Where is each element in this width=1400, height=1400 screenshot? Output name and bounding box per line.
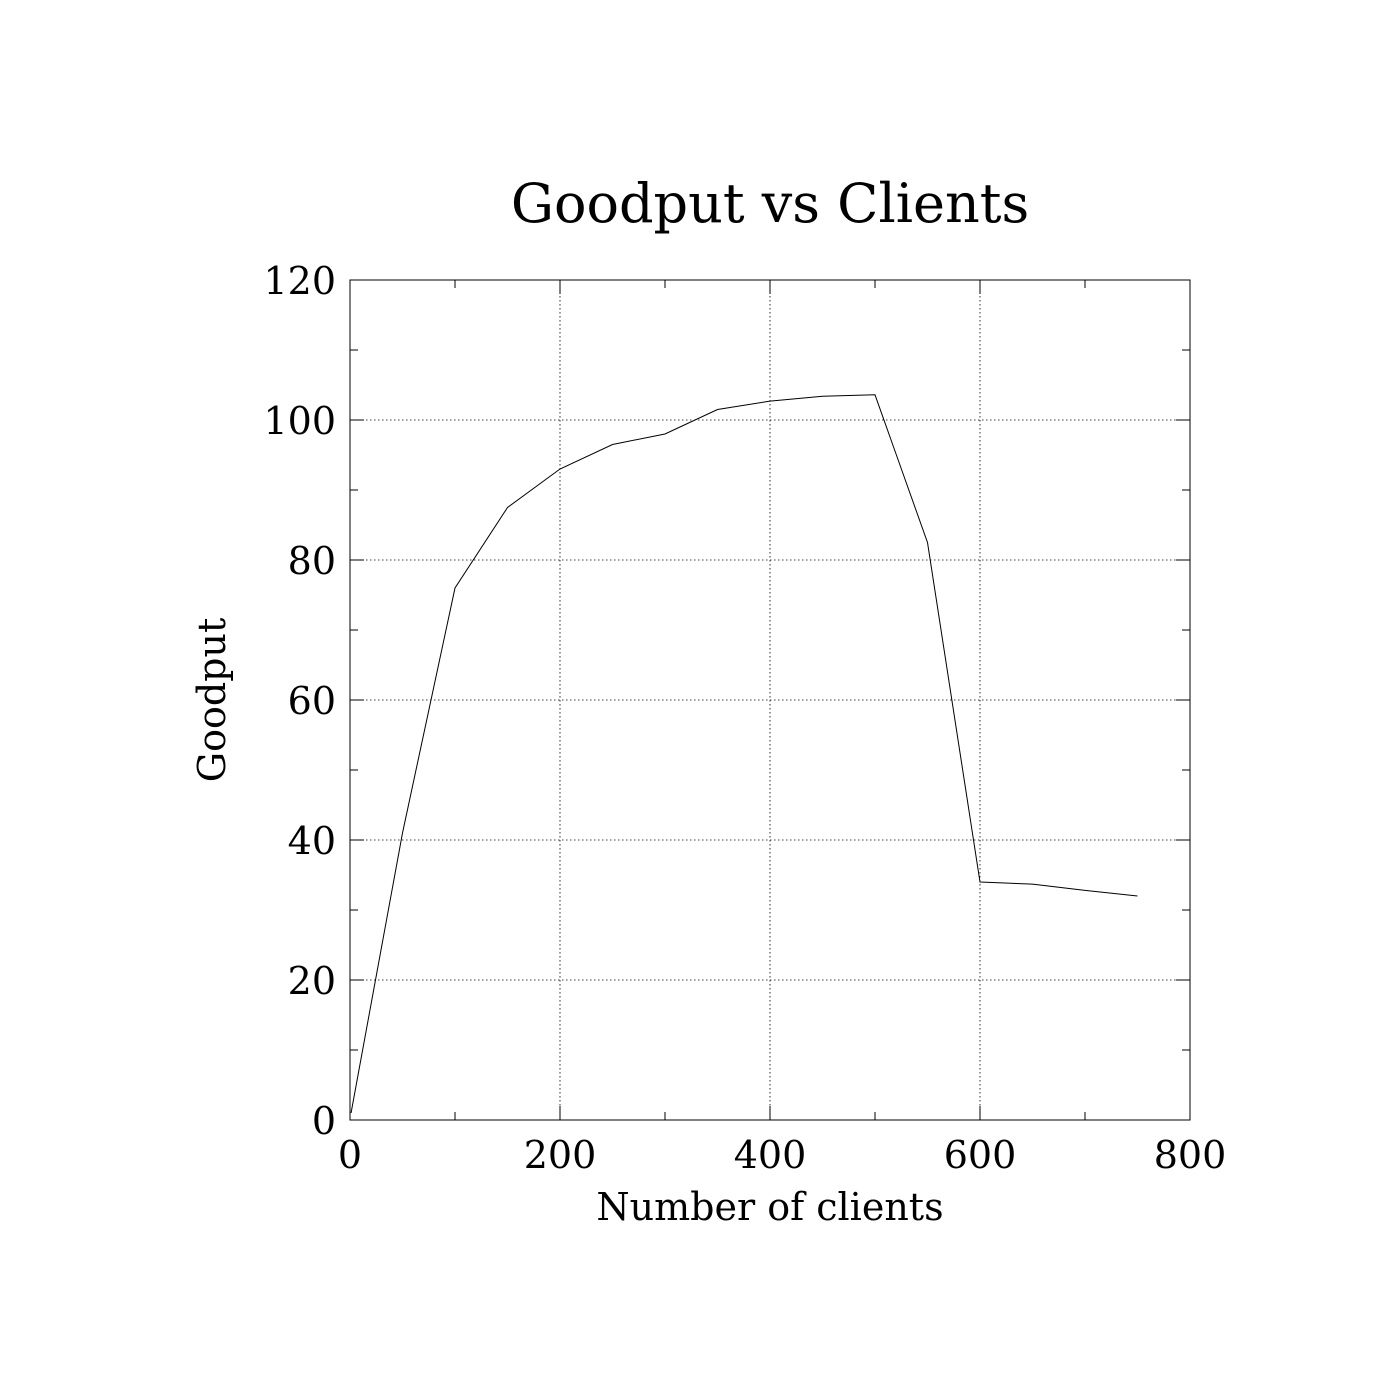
y-tick-label: 40 bbox=[288, 819, 336, 863]
chart-title: Goodput vs Clients bbox=[511, 172, 1029, 235]
grid-lines bbox=[350, 280, 1190, 1120]
y-tick-label: 120 bbox=[263, 259, 336, 303]
series-line-0 bbox=[350, 394, 1138, 1114]
y-tick-label: 0 bbox=[312, 1099, 336, 1143]
axis-ticks bbox=[349, 279, 1191, 1121]
y-tick-label: 100 bbox=[263, 399, 336, 443]
x-tick-labels: 0 200 400 600 800 bbox=[338, 1133, 1226, 1177]
y-axis-label: Goodput bbox=[190, 618, 234, 783]
y-tick-labels: 0 20 40 60 80 100 120 bbox=[263, 259, 336, 1143]
y-tick-label: 60 bbox=[288, 679, 336, 723]
x-axis-label: Number of clients bbox=[596, 1185, 943, 1229]
x-tick-label: 600 bbox=[944, 1133, 1017, 1177]
x-tick-label: 200 bbox=[524, 1133, 597, 1177]
series-layer bbox=[350, 394, 1138, 1114]
y-tick-label: 80 bbox=[288, 539, 336, 583]
x-tick-label: 800 bbox=[1154, 1133, 1227, 1177]
x-tick-label: 400 bbox=[734, 1133, 807, 1177]
y-tick-label: 20 bbox=[288, 959, 336, 1003]
x-tick-label: 0 bbox=[338, 1133, 362, 1177]
